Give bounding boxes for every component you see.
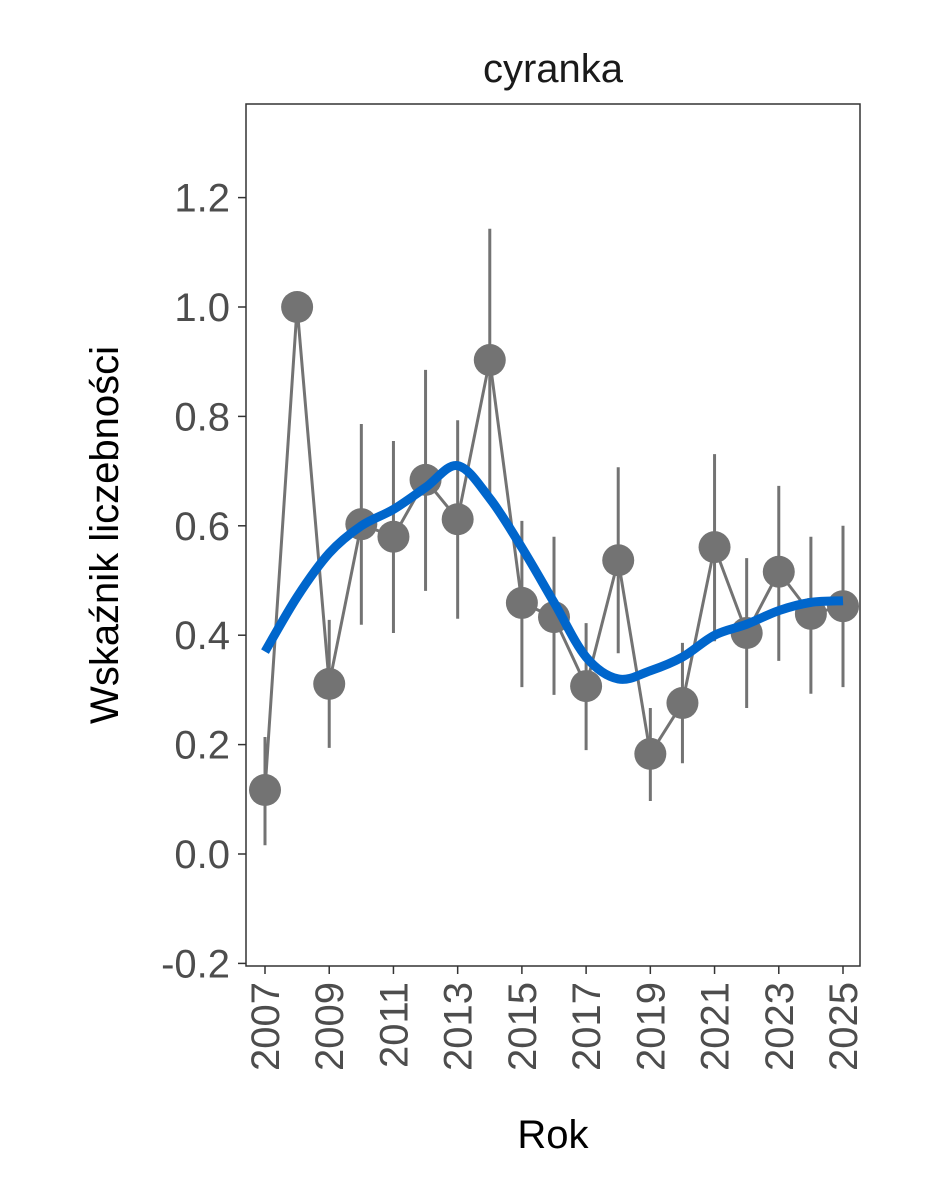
y-tick-label: 1.2 (174, 177, 230, 221)
x-tick-label: 2023 (758, 982, 802, 1071)
x-tick-label: 2025 (822, 982, 866, 1071)
y-tick-label: 0.4 (174, 614, 230, 658)
data-point (827, 590, 859, 623)
x-tick-label: 2007 (244, 982, 288, 1071)
data-point (570, 670, 603, 703)
data-point (505, 586, 538, 619)
x-tick-label: 2017 (565, 982, 609, 1071)
x-tick-label: 2021 (694, 982, 738, 1071)
y-tick-label: -0.2 (161, 942, 230, 986)
x-tick-label: 2013 (437, 982, 481, 1071)
x-tick-label: 2015 (501, 982, 545, 1071)
data-point (698, 531, 731, 564)
y-tick-label: 0.8 (174, 395, 230, 439)
x-tick-label: 2011 (372, 982, 416, 1068)
y-axis: -0.2 0.0 0.2 0.4 0.6 0.8 1.0 1.2 (161, 177, 246, 986)
y-axis-label: Wskaźnik liczebności (83, 346, 127, 724)
x-axis-label: Rok (517, 1113, 589, 1157)
x-tick-label: 2009 (308, 982, 352, 1071)
trend-line (261, 461, 844, 684)
data-point (249, 774, 281, 807)
y-tick-label: 0.2 (174, 724, 230, 768)
y-tick-label: 0.6 (174, 505, 230, 549)
plot-marks (249, 228, 859, 846)
data-point (441, 503, 474, 536)
y-tick-label: 1.0 (174, 286, 230, 330)
data-point (666, 687, 699, 720)
chart-title: cyranka (483, 47, 624, 91)
plot-panel (245, 103, 861, 967)
y-tick-label: 0.0 (174, 833, 230, 877)
data-point (281, 291, 314, 323)
data-point (377, 520, 410, 553)
data-point (602, 544, 635, 577)
x-axis: 2007 2009 2011 2013 2015 2017 2019 2021 2023 2025 (244, 966, 866, 1071)
data-point (762, 555, 795, 588)
data-point (634, 737, 667, 770)
x-tick-label: 2019 (629, 982, 673, 1071)
data-point (313, 667, 346, 700)
data-point (473, 344, 506, 377)
